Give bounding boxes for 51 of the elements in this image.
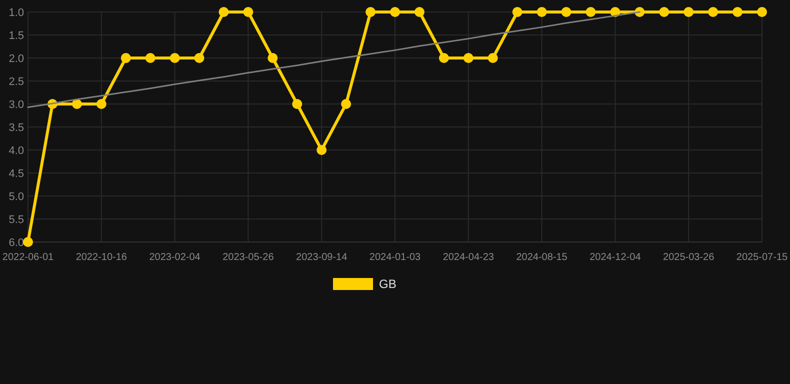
x-tick-label: 2024-08-15 xyxy=(516,252,568,263)
point xyxy=(512,7,522,17)
point xyxy=(390,7,400,17)
point xyxy=(120,53,131,63)
point xyxy=(341,99,352,109)
y-tick-label: 6.0 xyxy=(8,236,24,249)
point xyxy=(684,7,694,17)
y-tick-label: 1.5 xyxy=(8,30,24,42)
point xyxy=(438,53,449,63)
y-tick-label: 2.5 xyxy=(8,76,24,88)
point xyxy=(586,7,596,17)
x-tick-label: 2022-10-16 xyxy=(76,252,128,263)
x-tick-label: 2023-05-26 xyxy=(222,252,274,263)
point xyxy=(316,145,327,155)
point xyxy=(96,99,106,109)
x-tick-label: 2025-07-15 xyxy=(736,252,788,263)
legend-label: GB xyxy=(379,277,396,291)
point xyxy=(292,99,302,109)
point xyxy=(732,7,743,17)
x-tick-label: 2024-04-23 xyxy=(442,252,494,263)
point xyxy=(536,7,547,17)
y-tick-label: 5.5 xyxy=(8,214,24,226)
y-tick-label: 3.0 xyxy=(8,98,24,111)
x-tick-label: 2024-01-03 xyxy=(369,252,422,263)
point xyxy=(194,53,204,63)
x-tick-label: 2024-12-04 xyxy=(590,252,642,263)
y-tick-label: 5.0 xyxy=(8,190,24,203)
x-tick-label: 2025-03-26 xyxy=(663,252,715,263)
point xyxy=(243,7,254,17)
point xyxy=(268,53,278,63)
point xyxy=(170,53,180,63)
point xyxy=(218,7,229,17)
y-tick-label: 2.0 xyxy=(8,52,24,65)
point xyxy=(708,7,718,17)
point xyxy=(488,53,498,63)
point xyxy=(366,7,376,17)
x-tick-label: 2023-09-14 xyxy=(296,252,348,263)
x-tick-label: 2023-02-04 xyxy=(149,252,201,263)
y-tick-label: 1.0 xyxy=(8,6,24,19)
point xyxy=(414,7,424,17)
point xyxy=(145,53,156,63)
point xyxy=(23,237,33,247)
y-tick-label: 4.0 xyxy=(8,144,24,157)
x-tick-label: 2022-06-01 xyxy=(2,252,54,263)
point xyxy=(463,53,474,63)
y-tick-label: 4.5 xyxy=(8,168,24,180)
point xyxy=(757,7,767,17)
y-tick-label: 3.5 xyxy=(8,122,24,134)
point xyxy=(72,99,82,109)
point xyxy=(561,7,572,17)
point xyxy=(659,7,670,17)
